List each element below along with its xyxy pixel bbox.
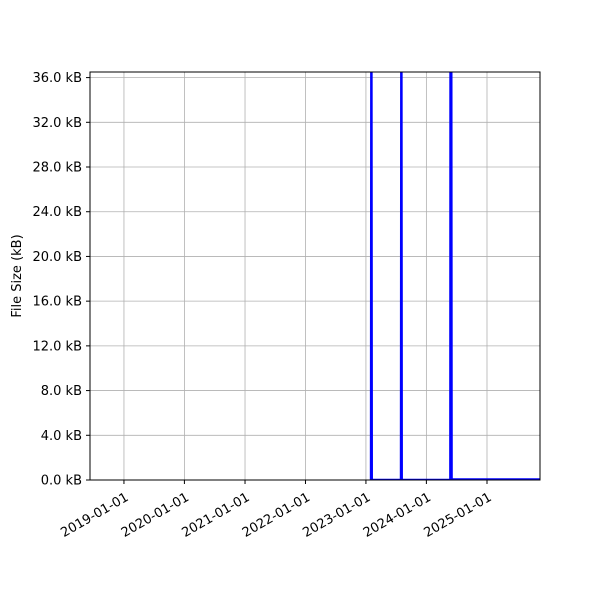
- x-axis: 2019-01-012020-01-012021-01-012022-01-01…: [58, 480, 494, 541]
- y-tick-label: 20.0 kB: [32, 250, 82, 265]
- x-tick-label: 2021-01-01: [179, 490, 252, 541]
- grid: [90, 72, 540, 481]
- x-tick-label: 2019-01-01: [58, 490, 131, 541]
- axes-frame: [89, 71, 541, 481]
- y-axis-label: File Size (kB): [10, 234, 25, 317]
- x-tick-label: 2025-01-01: [421, 490, 494, 541]
- y-tick-label: 0.0 kB: [41, 474, 82, 489]
- y-tick-label: 24.0 kB: [32, 205, 82, 220]
- x-tick-label: 2020-01-01: [119, 490, 192, 541]
- x-tick-label: 2022-01-01: [240, 490, 313, 541]
- y-tick-label: 32.0 kB: [32, 116, 82, 131]
- y-tick-label: 28.0 kB: [32, 161, 82, 176]
- y-axis: 0.0 kB 4.0 kB 8.0 kB 12.0 kB 16.0 kB 20.0 kB 2…: [32, 71, 90, 489]
- y-tick-label: 4.0 kB: [41, 429, 82, 444]
- x-tick-label: 2024-01-01: [361, 490, 434, 541]
- y-tick-label: 8.0 kB: [41, 384, 82, 399]
- y-tick-label: 36.0 kB: [32, 71, 82, 86]
- y-tick-label: 12.0 kB: [32, 339, 82, 354]
- y-tick-label: 16.0 kB: [32, 295, 82, 310]
- x-tick-label: 2023-01-01: [300, 490, 373, 541]
